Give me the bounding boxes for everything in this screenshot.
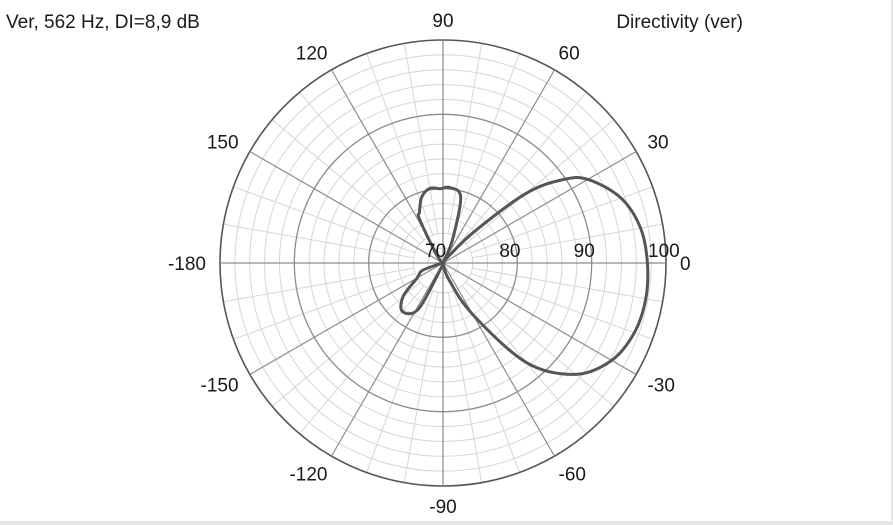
minor-spoke (403, 292, 439, 483)
radial-tick-label: 70 (425, 241, 446, 262)
series-line-0 (399, 176, 650, 376)
minor-spoke (472, 267, 663, 303)
angle-tick-label: -150 (201, 376, 239, 397)
angle-tick-label: 60 (559, 44, 580, 65)
angle-tick-label: -120 (289, 464, 327, 485)
minor-spoke (465, 119, 615, 245)
minor-spoke (452, 53, 520, 236)
angle-tick-label: 90 (432, 11, 453, 32)
axis-labels: 0 30 60 90 120 150 -180 -150 -120 -90 -60 -30 70 80 90… (168, 11, 691, 518)
major-spoke (442, 150, 637, 264)
minor-spoke (472, 223, 663, 259)
minor-spoke (447, 43, 483, 234)
major-spoke (330, 262, 444, 457)
radial-tick-label: 100 (648, 241, 680, 262)
minor-spoke (465, 281, 615, 407)
angle-tick-label: -30 (647, 376, 674, 397)
minor-spoke (271, 119, 421, 245)
major-spoke (249, 262, 444, 376)
minor-spoke (299, 91, 425, 241)
angle-tick-label: -90 (429, 497, 456, 518)
radial-tick-label: 90 (574, 241, 595, 262)
angle-tick-label: -180 (168, 254, 206, 275)
radial-tick-label: 80 (499, 241, 520, 262)
minor-spoke (447, 292, 483, 483)
minor-spoke (461, 91, 587, 241)
angle-tick-label: 120 (296, 44, 328, 65)
right-title: Directivity (ver) (616, 12, 743, 33)
minor-spoke (452, 290, 520, 473)
minor-spoke (223, 223, 414, 259)
minor-spoke (233, 272, 416, 340)
angle-tick-label: 0 (680, 254, 691, 275)
angle-tick-label: -60 (559, 464, 586, 485)
angle-tick-label: 30 (647, 133, 668, 154)
angle-tick-label: 150 (207, 133, 239, 154)
minor-spoke (271, 281, 421, 407)
minor-spoke (233, 186, 416, 254)
series-layer (399, 176, 650, 376)
major-spoke (249, 150, 444, 264)
left-title: Ver, 562 Hz, DI=8,9 dB (6, 12, 200, 33)
minor-spoke (223, 267, 414, 303)
major-spoke (442, 262, 637, 376)
major-spoke (442, 69, 556, 264)
minor-spoke (403, 43, 439, 234)
major-spoke (442, 262, 556, 457)
minor-spoke (366, 53, 434, 236)
minor-spoke (366, 290, 434, 473)
minor-spoke (470, 272, 653, 340)
